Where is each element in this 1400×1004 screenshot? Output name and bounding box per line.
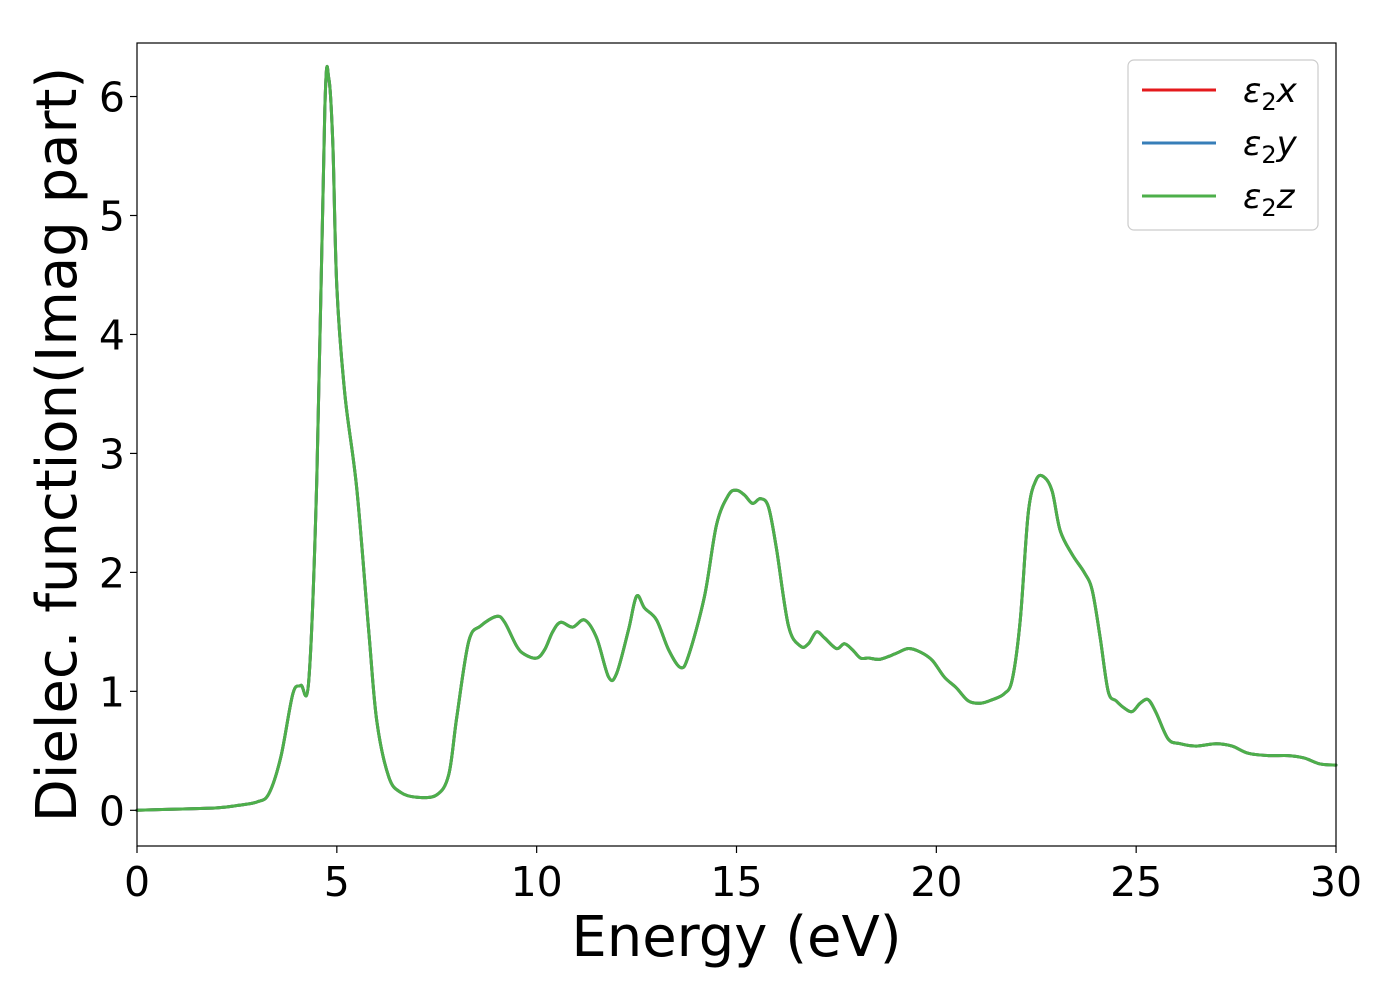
x-tick-label: 15 xyxy=(710,858,762,906)
x-tick-label: 30 xyxy=(1310,858,1362,906)
y-tick-label: 5 xyxy=(99,192,125,240)
legend-frame xyxy=(1127,59,1319,231)
x-axis-ticks: 0 5 10 15 20 25 30 xyxy=(124,846,1362,906)
x-tick-label: 10 xyxy=(511,858,563,906)
x-tick-label: 25 xyxy=(1110,858,1162,906)
x-tick-label: 20 xyxy=(910,858,962,906)
y-tick-label: 4 xyxy=(99,311,125,359)
y-axis-ticks: 0 1 2 3 4 5 6 xyxy=(99,74,137,835)
legend-label-x: ε2x xyxy=(1243,71,1298,116)
series-line-z xyxy=(135,65,1338,812)
legend: ε2x ε2y ε2z xyxy=(1127,59,1319,231)
x-axis-title: Energy (eV) xyxy=(571,905,901,970)
x-tick-label: 0 xyxy=(124,858,150,906)
series-layer xyxy=(135,65,1338,812)
y-tick-label: 0 xyxy=(99,787,125,835)
legend-label-y: ε2y xyxy=(1243,124,1298,169)
y-tick-label: 1 xyxy=(99,668,125,716)
y-axis-title: Dielec. function(Imag part) xyxy=(25,67,90,823)
legend-label-z: ε2z xyxy=(1243,177,1296,222)
y-tick-label: 2 xyxy=(99,549,125,597)
y-tick-label: 6 xyxy=(99,74,125,122)
x-tick-label: 5 xyxy=(324,858,350,906)
y-tick-label: 3 xyxy=(99,430,125,478)
